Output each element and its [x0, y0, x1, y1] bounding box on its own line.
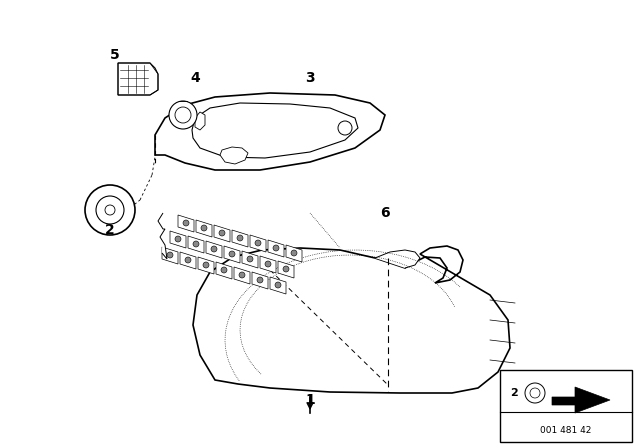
Polygon shape	[242, 251, 258, 268]
Circle shape	[185, 257, 191, 263]
Circle shape	[229, 251, 235, 257]
Circle shape	[219, 230, 225, 236]
Text: 2: 2	[105, 223, 115, 237]
Text: 001 481 42: 001 481 42	[540, 426, 592, 435]
Circle shape	[169, 101, 197, 129]
Text: 4: 4	[190, 71, 200, 85]
Circle shape	[175, 107, 191, 123]
Circle shape	[105, 205, 115, 215]
Polygon shape	[278, 261, 294, 278]
Polygon shape	[196, 220, 212, 237]
Circle shape	[338, 121, 352, 135]
Polygon shape	[198, 257, 214, 274]
Circle shape	[265, 261, 271, 267]
Circle shape	[239, 272, 245, 278]
Polygon shape	[180, 252, 196, 269]
Text: 6: 6	[380, 206, 390, 220]
Circle shape	[237, 235, 243, 241]
Text: 3: 3	[305, 71, 315, 85]
Polygon shape	[232, 230, 248, 247]
Circle shape	[291, 250, 297, 256]
Polygon shape	[195, 112, 205, 130]
Text: 5: 5	[110, 48, 120, 62]
Polygon shape	[206, 241, 222, 258]
Circle shape	[167, 252, 173, 258]
Circle shape	[203, 262, 209, 268]
Circle shape	[257, 277, 263, 283]
Polygon shape	[375, 250, 420, 268]
Polygon shape	[252, 272, 268, 289]
Polygon shape	[193, 246, 510, 393]
Circle shape	[201, 225, 207, 231]
Polygon shape	[158, 213, 167, 259]
Circle shape	[247, 256, 253, 262]
Polygon shape	[118, 63, 158, 95]
Polygon shape	[220, 147, 248, 164]
Polygon shape	[268, 240, 284, 257]
Polygon shape	[270, 277, 286, 294]
Polygon shape	[260, 256, 276, 273]
Circle shape	[85, 185, 135, 235]
Polygon shape	[234, 267, 250, 284]
Circle shape	[273, 245, 279, 251]
Polygon shape	[170, 231, 186, 248]
Circle shape	[193, 241, 199, 247]
Polygon shape	[250, 235, 266, 252]
Polygon shape	[155, 93, 385, 170]
Polygon shape	[188, 236, 204, 253]
Circle shape	[221, 267, 227, 273]
Polygon shape	[286, 245, 302, 262]
Polygon shape	[192, 103, 358, 158]
Circle shape	[211, 246, 217, 252]
Circle shape	[255, 240, 261, 246]
Circle shape	[283, 266, 289, 272]
FancyBboxPatch shape	[500, 370, 632, 442]
Circle shape	[530, 388, 540, 398]
Circle shape	[183, 220, 189, 226]
Circle shape	[175, 236, 181, 242]
Circle shape	[275, 282, 281, 288]
Circle shape	[525, 383, 545, 403]
Polygon shape	[178, 215, 194, 232]
Polygon shape	[162, 247, 178, 264]
Circle shape	[96, 196, 124, 224]
Text: 1: 1	[305, 393, 315, 407]
Text: 2: 2	[510, 388, 518, 398]
Polygon shape	[216, 262, 232, 279]
Polygon shape	[214, 225, 230, 242]
Polygon shape	[224, 246, 240, 263]
Polygon shape	[552, 387, 610, 413]
